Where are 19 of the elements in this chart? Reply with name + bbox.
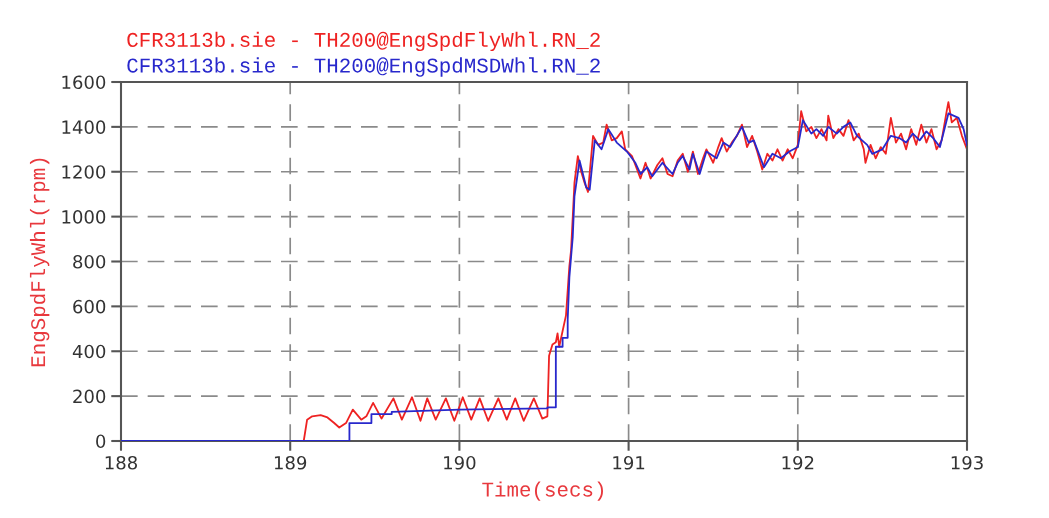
x-axis-title: Time(secs) — [482, 481, 604, 501]
y-tick-label: 0 — [96, 434, 106, 449]
y-tick-label: 200 — [73, 389, 106, 404]
text: CFR3113b.sie - TH200@EngSpdMSDWhl.RN_2 — [127, 57, 600, 77]
y-tick-label: 1400 — [62, 120, 106, 134]
y-axis-title: EngSpdFlyWhl(rpm) — [29, 158, 50, 367]
y-tick-label: 800 — [73, 254, 106, 269]
x-tick-label: 192 — [782, 455, 814, 470]
y-tick-label: 400 — [72, 344, 106, 359]
y-tick-label: 1200 — [62, 165, 106, 179]
y-tick-label: 1000 — [62, 210, 106, 224]
y-tick-label: 600 — [73, 299, 106, 314]
text: CFR3113b.sie - TH200@EngSpdFlyWhl.RN_2 — [127, 31, 600, 52]
x-tick-label: 191 — [613, 455, 645, 470]
x-tick-label: 188 — [105, 455, 137, 470]
x-tick-label: 189 — [274, 455, 307, 470]
y-tick-label: 1600 — [62, 75, 106, 90]
x-tick-label: 190 — [444, 455, 476, 470]
x-tick-label: 193 — [951, 455, 983, 470]
